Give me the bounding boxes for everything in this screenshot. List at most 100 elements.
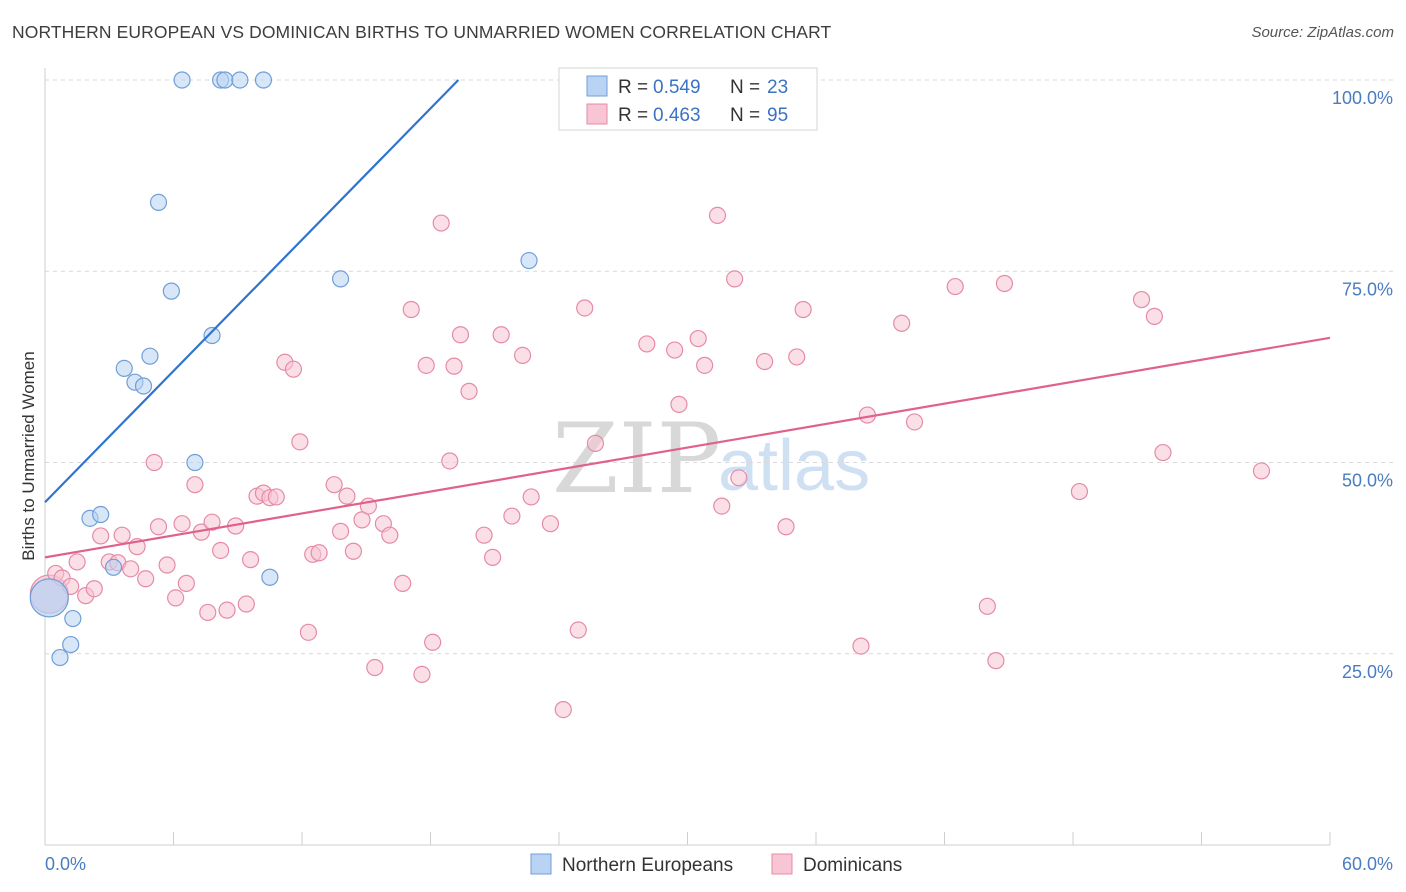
y-tick-labels: 25.0% 50.0% 75.0% 100.0%	[1332, 88, 1393, 682]
dominicans-point-22	[199, 603, 217, 622]
legend-r-label-blue: R =	[618, 77, 648, 98]
northern-europeans-point-7	[115, 359, 133, 378]
dominicans-point-79	[777, 518, 795, 536]
dominicans-point-23	[203, 513, 221, 531]
dominicans-point-70	[666, 341, 684, 359]
dominicans-point-62	[513, 346, 532, 364]
dominicans-point-60	[492, 326, 510, 344]
northern-europeans-trend-line	[44, 79, 460, 504]
y-tick-label-50: 50.0%	[1342, 471, 1393, 491]
series-legend: Northern Europeans Dominicans	[530, 853, 902, 876]
northern-europeans-point-0	[29, 578, 69, 618]
dominicans-point-72	[689, 329, 707, 348]
y-axis-title: Births to Unmarried Women	[19, 351, 38, 560]
northern-europeans-point-10	[141, 347, 159, 365]
northern-europeans-point-17	[216, 71, 234, 89]
dominicans-point-43	[353, 511, 371, 529]
dominicans-point-88	[987, 652, 1005, 670]
series-legend-swatch-dominicans	[771, 853, 793, 875]
dominicans-point-91	[1132, 290, 1151, 309]
legend-r-label-pink: R =	[618, 105, 648, 126]
dominicans-point-39	[325, 476, 343, 494]
dominicans-point-67	[576, 299, 594, 317]
dominicans-point-82	[852, 637, 870, 655]
legend-n-value-pink: 95	[767, 105, 788, 126]
source-label: Source: ZipAtlas.com	[1251, 24, 1394, 41]
dominicans-point-76	[726, 270, 744, 288]
northern-europeans-point-13	[173, 71, 191, 89]
northern-europeans-point-18	[231, 71, 249, 89]
dominicans-point-94	[1252, 462, 1271, 480]
northern-europeans-point-11	[149, 193, 168, 211]
dominicans-point-77	[730, 469, 748, 487]
northern-europeans-point-15	[203, 326, 221, 345]
dominicans-point-56	[451, 326, 470, 344]
legend-swatch-blue	[586, 75, 608, 97]
northern-europeans-points	[29, 71, 538, 667]
trend-lines	[44, 79, 1331, 559]
dominicans-point-53	[432, 214, 450, 232]
northern-europeans-point-9	[134, 377, 153, 395]
dominicans-point-17	[167, 589, 185, 607]
x-ticks	[44, 832, 1331, 845]
dominicans-point-92	[1145, 307, 1163, 325]
dominicans-point-13	[137, 570, 155, 588]
x-tick-label-max: 60.0%	[1342, 854, 1393, 874]
dominicans-point-19	[177, 574, 195, 592]
dominicans-point-59	[484, 548, 502, 566]
series-legend-label-dominicans: Dominicans	[803, 855, 902, 876]
stats-legend: R = 0.549 N = 23 R = 0.463 N = 95	[558, 67, 818, 131]
dominicans-point-16	[158, 556, 176, 574]
dominicans-point-61	[503, 507, 521, 525]
dominicans-point-20	[186, 476, 204, 494]
dominicans-point-73	[696, 356, 714, 374]
dominicans-point-25	[218, 601, 236, 619]
dominicans-point-45	[366, 658, 384, 677]
dominicans-point-90	[1070, 482, 1089, 501]
dominicans-point-54	[441, 452, 459, 470]
legend-r-value-pink: 0.463	[653, 105, 701, 126]
northern-europeans-point-2	[62, 635, 80, 654]
northern-europeans-point-14	[186, 453, 204, 472]
dominicans-point-7	[92, 527, 110, 545]
dominicans-point-40	[331, 522, 350, 540]
dominicans-point-75	[713, 497, 731, 515]
dominicans-point-24	[212, 541, 230, 560]
y-tick-label-100: 100.0%	[1332, 88, 1393, 108]
series-legend-swatch-northern-europeans	[530, 853, 552, 875]
dominicans-point-15	[149, 518, 168, 536]
northern-europeans-point-6	[104, 558, 123, 576]
dominicans-point-38	[310, 544, 328, 562]
northern-europeans-point-3	[64, 609, 82, 628]
dominicans-point-69	[638, 335, 656, 353]
watermark-atlas: atlas	[718, 426, 870, 506]
northern-europeans-point-22	[520, 251, 538, 270]
series-legend-label-northern-europeans: Northern Europeans	[562, 855, 733, 876]
dominicans-point-32	[267, 488, 285, 506]
chart-title: NORTHERN EUROPEAN VS DOMINICAN BIRTHS TO…	[12, 22, 832, 42]
dominicans-point-55	[445, 357, 463, 375]
dominicans-point-35	[291, 433, 309, 451]
dominicans-point-47	[381, 526, 399, 544]
northern-europeans-point-1	[51, 648, 69, 667]
dominicans-point-28	[242, 551, 260, 569]
dominicans-point-68	[586, 434, 605, 452]
dominicans-point-4	[68, 553, 86, 571]
northern-europeans-point-21	[331, 270, 350, 288]
dominicans-point-42	[344, 542, 362, 560]
dominicans-point-85	[905, 413, 924, 431]
dominicans-point-6	[85, 580, 103, 598]
dominicans-point-48	[394, 574, 412, 592]
legend-n-label-pink: N =	[730, 105, 760, 126]
dominicans-point-66	[569, 621, 587, 639]
dominicans-point-51	[417, 356, 435, 374]
dominicans-point-80	[788, 348, 806, 366]
dominicans-point-14	[145, 453, 163, 472]
dominicans-point-86	[946, 277, 964, 296]
dominicans-point-52	[424, 633, 442, 651]
dominicans-point-50	[413, 665, 431, 684]
dominicans-point-89	[995, 274, 1014, 293]
legend-n-value-blue: 23	[767, 77, 788, 98]
dominicans-point-81	[794, 300, 812, 319]
